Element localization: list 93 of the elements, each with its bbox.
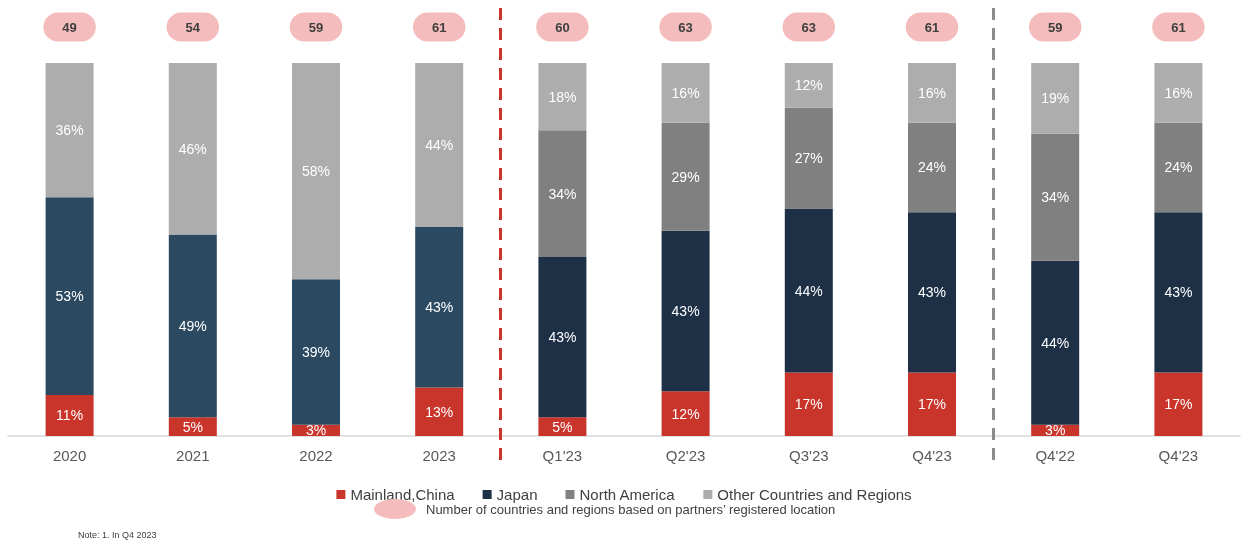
data-label: 43% (671, 303, 700, 320)
text: 63 (801, 19, 817, 35)
bar (1154, 212, 1203, 373)
text: 59 (308, 19, 324, 35)
text: 61 (1171, 19, 1186, 35)
bar (1154, 122, 1203, 213)
data-label: 12% (794, 77, 823, 94)
data-label: 34% (548, 185, 577, 202)
data-label: 49% (178, 317, 207, 334)
data-label: 16% (917, 84, 947, 101)
data-label: 3% (1045, 422, 1066, 439)
data-label: 44% (1041, 334, 1070, 351)
bar (661, 230, 710, 392)
bar (908, 122, 956, 213)
data-label: 5% (552, 418, 573, 435)
data-label: 18% (548, 88, 577, 105)
bar (784, 372, 833, 436)
text: Note: 1. In Q4 2023 (78, 530, 157, 540)
bar (538, 130, 587, 257)
data-label: 58% (301, 163, 331, 180)
data-label: 12% (671, 405, 700, 422)
text: 61 (924, 19, 940, 35)
x-tick-label: Q4'22 (1035, 447, 1075, 464)
bar (1031, 63, 1080, 134)
data-label: 11% (56, 407, 84, 424)
data-label: 44% (794, 282, 823, 299)
data-label: 43% (548, 329, 577, 346)
data-label: 5% (182, 418, 203, 435)
bar (168, 234, 217, 418)
data-label: 43% (1164, 284, 1193, 301)
text: 54 (185, 19, 201, 35)
data-label: 16% (1164, 84, 1193, 101)
text: 59 (1047, 19, 1063, 35)
legend-label: Japan (496, 486, 538, 503)
data-label: 17% (1164, 396, 1193, 413)
x-tick-label: 2020 (52, 447, 87, 464)
data-label: 53% (55, 288, 84, 305)
data-label: 16% (671, 84, 700, 101)
bar (1154, 63, 1203, 123)
text: 49 (62, 19, 77, 35)
text: 60 (555, 19, 570, 35)
bar (784, 63, 833, 108)
legend-label: Mainland,China (350, 486, 456, 503)
x-tick-label: Q3'23 (789, 447, 829, 464)
data-label: 24% (917, 159, 947, 176)
data-label: 3% (305, 422, 327, 439)
bar (538, 63, 587, 131)
text: 63 (678, 19, 693, 35)
text: 61 (431, 19, 447, 35)
bar (415, 63, 464, 228)
bar (908, 63, 956, 123)
x-tick-label: 2023 (422, 447, 456, 464)
bar (45, 197, 94, 395)
bar (415, 227, 464, 388)
bar (45, 394, 94, 436)
bar (908, 372, 956, 436)
x-tick-label: Q4'23 (912, 447, 952, 464)
data-label: 17% (794, 396, 823, 413)
legend-label: North America (579, 486, 676, 503)
data-label: 44% (425, 137, 454, 154)
bar (661, 63, 710, 123)
bar (538, 256, 587, 418)
bar (168, 63, 217, 235)
bar (784, 107, 833, 209)
data-label: 27% (794, 150, 823, 167)
bar (292, 63, 340, 280)
x-tick-label: 2022 (299, 447, 333, 464)
bar (1031, 260, 1080, 425)
data-label: 13% (425, 403, 454, 420)
bar (784, 208, 833, 373)
x-tick-label: Q1'23 (542, 447, 583, 464)
x-tick-label: Q4'23 (1158, 447, 1199, 464)
bar (908, 212, 956, 373)
data-label: 19% (1041, 90, 1070, 107)
data-label: 43% (425, 299, 454, 316)
data-label: 39% (301, 344, 331, 361)
data-label: 34% (1041, 189, 1070, 206)
bar (292, 279, 340, 425)
bar (1154, 372, 1203, 436)
bar (661, 391, 710, 436)
x-tick-label: 2021 (176, 447, 210, 464)
data-label: 17% (917, 396, 947, 413)
bar (1031, 133, 1080, 261)
bar (661, 122, 710, 231)
data-label: 46% (178, 140, 207, 157)
data-label: 24% (1164, 159, 1193, 176)
data-label: 43% (917, 284, 947, 301)
legend-label: Other Countries and Regions (717, 486, 912, 503)
x-tick-label: Q2'23 (665, 447, 706, 464)
bar (45, 63, 94, 198)
bar (415, 387, 464, 436)
data-label: 29% (671, 168, 700, 185)
data-label: 36% (55, 122, 84, 139)
